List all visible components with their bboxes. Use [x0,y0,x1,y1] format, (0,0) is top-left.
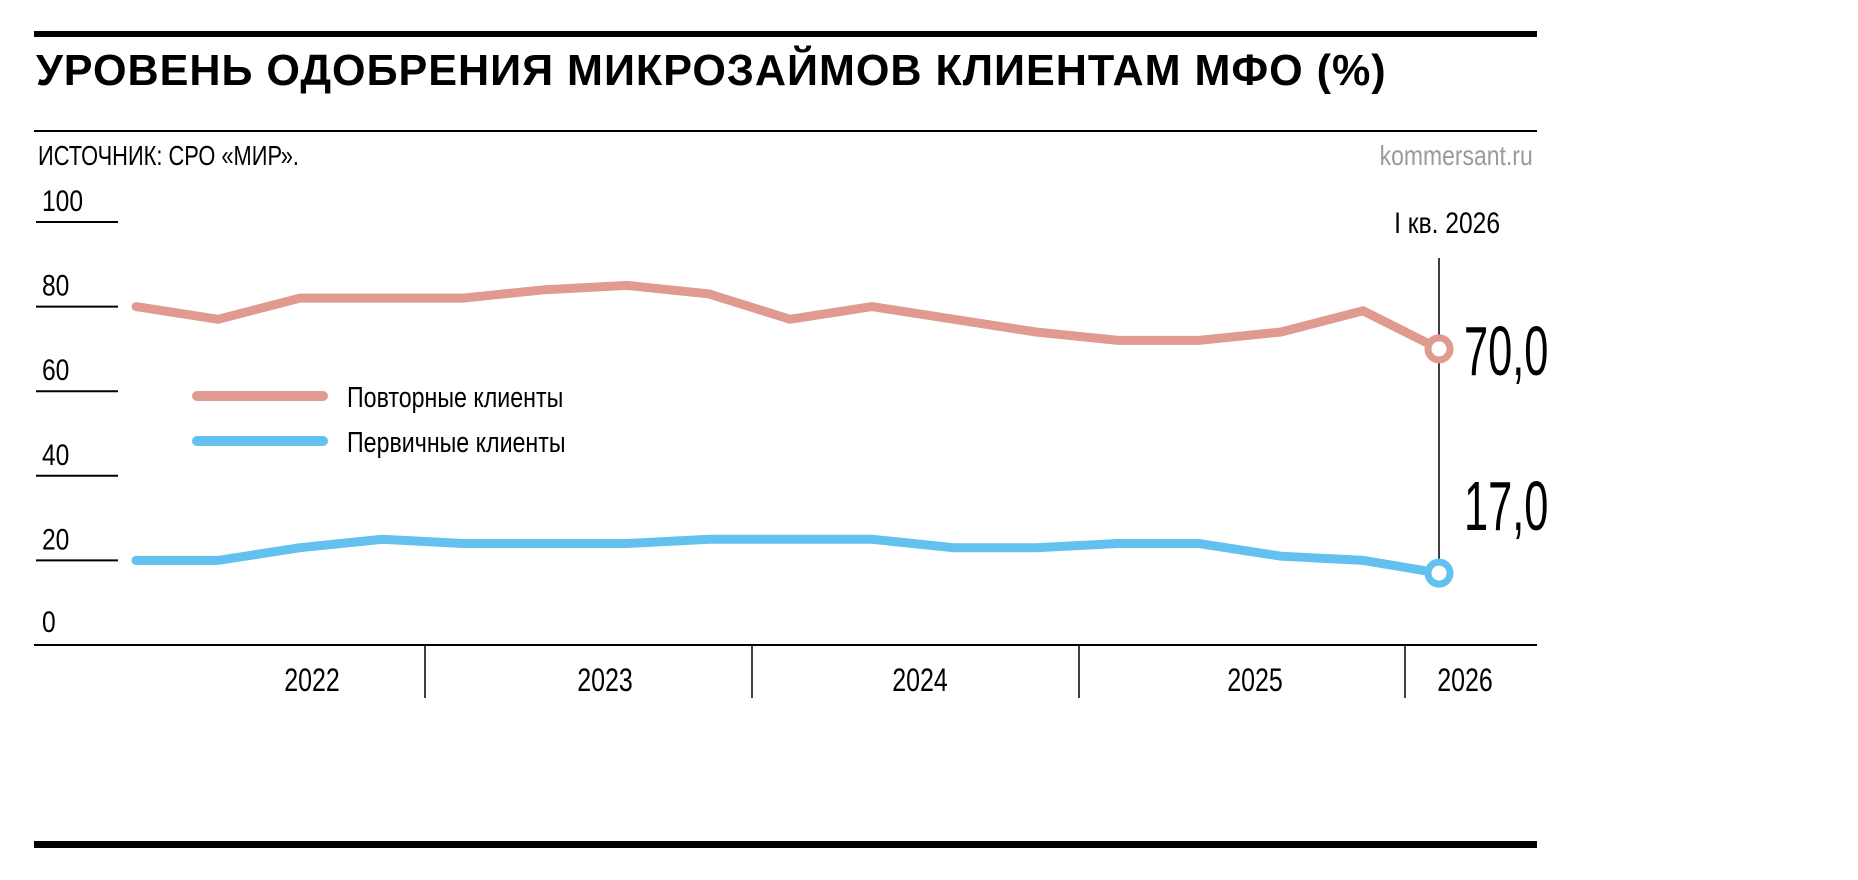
series-line-repeat-clients [131,280,1444,354]
x-year-label: 2022 [284,663,340,699]
end-marker-first [1424,558,1454,588]
y-tick-label: 40 [42,437,69,471]
y-tick-label: 0 [42,605,56,639]
y-tick-label: 20 [42,522,69,556]
source-note: ИСТОЧНИК: СРО «МИР». [38,140,300,171]
y-tick-label: 80 [42,268,69,302]
brand-link[interactable]: kommersant.ru [1379,140,1533,171]
x-year-label: 2024 [892,663,948,699]
y-tick-label: 60 [42,353,69,387]
x-year-label: 2025 [1227,663,1283,699]
x-axis-year-labels: 2022 2023 2024 2025 2026 [284,663,1493,699]
bottom-rule [34,841,1537,848]
legend-label-first: Первичные клиенты [347,425,566,458]
series-line-first-clients [131,534,1444,578]
chart-title: УРОВЕНЬ ОДОБРЕНИЯ МИКРОЗАЙМОВ КЛИЕНТАМ М… [36,46,1387,95]
legend: Повторные клиенты Первичные клиенты [192,380,566,459]
x-axis-year-separators [424,645,1406,698]
title-divider [34,130,1537,132]
y-tick-label: 100 [42,184,83,218]
last-value-repeat: 70,0 [1464,312,1548,390]
x-year-label: 2026 [1437,663,1493,699]
x-year-label: 2023 [577,663,633,699]
end-marker-repeat [1424,334,1454,364]
top-rule [34,31,1537,37]
period-label: I кв. 2026 [1394,206,1500,240]
y-axis: 100 80 60 40 20 0 [36,184,118,639]
last-value-first: 17,0 [1464,467,1548,545]
legend-label-repeat: Повторные клиенты [347,380,563,413]
